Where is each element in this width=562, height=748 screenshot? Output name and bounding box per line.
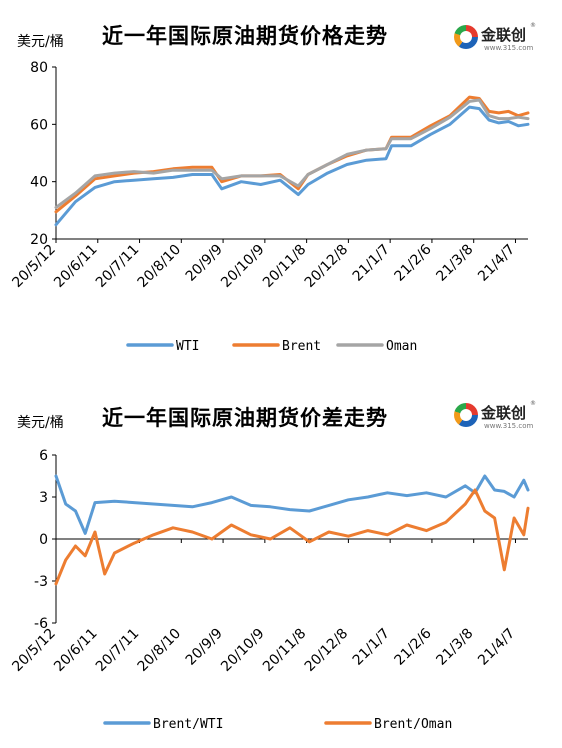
legend-label: Oman bbox=[386, 339, 417, 354]
x-tick-label: 20/6/11 bbox=[51, 242, 100, 291]
price-chart: 2040608020/5/1220/6/1120/7/1120/8/1020/9… bbox=[9, 60, 530, 354]
y-tick-label: -6 bbox=[34, 616, 48, 632]
brand-logo: 金联创 www.315.com ® bbox=[454, 22, 536, 60]
x-tick-label: 21/3/8 bbox=[433, 242, 476, 285]
logo-icon bbox=[454, 403, 478, 427]
series-line-oman bbox=[54, 98, 530, 209]
chart-title: 近一年国际原油期货价差走势 bbox=[102, 406, 388, 430]
y-tick-label: 6 bbox=[39, 448, 48, 464]
logo-subtext: www.315.com bbox=[484, 422, 534, 430]
series-line-brent bbox=[54, 95, 530, 214]
price-chart-panel: 美元/桶 近一年国际原油期货价格走势 金联创 www.315.com ® 20 4… bbox=[9, 22, 536, 354]
logo-text: 金联创 bbox=[481, 404, 527, 422]
y-tick-label: 0 bbox=[39, 532, 48, 548]
legend-label: WTI bbox=[176, 339, 199, 354]
x-tick-label: 20/12/8 bbox=[302, 626, 351, 675]
x-tick-label: 20/6/11 bbox=[51, 626, 100, 675]
y-tick-label: 3 bbox=[39, 490, 48, 506]
series-line-brent-oman bbox=[54, 488, 530, 586]
y-tick-label: 20 bbox=[30, 232, 48, 248]
x-tick-label: 20/11/8 bbox=[260, 242, 309, 291]
y-tick-label: 40 bbox=[30, 175, 48, 191]
brand-logo: 金联创 www.315.com ® bbox=[454, 400, 536, 438]
x-tick-label: 21/2/6 bbox=[392, 241, 435, 284]
x-tick-label: 20/10/9 bbox=[218, 626, 267, 675]
series-line-brent-wti bbox=[54, 474, 530, 535]
legend-label: Brent bbox=[282, 339, 321, 354]
spread-chart-panel: 美元/桶 近一年国际原油期货价差走势 金联创 www.315.com ® -6 -… bbox=[0, 374, 562, 748]
x-tick-label: 21/4/7 bbox=[475, 626, 518, 669]
x-tick-label: 21/1/7 bbox=[350, 626, 393, 669]
y-tick-label: -3 bbox=[34, 574, 48, 590]
x-tick-label: 20/11/8 bbox=[260, 626, 309, 675]
x-tick-label: 21/3/8 bbox=[433, 626, 476, 669]
logo-registered-mark: ® bbox=[530, 22, 536, 29]
x-tick-label: 20/7/11 bbox=[93, 242, 142, 291]
x-tick-label: 21/2/6 bbox=[392, 625, 435, 668]
x-tick-label: 21/1/7 bbox=[350, 242, 393, 285]
logo-registered-mark: ® bbox=[530, 400, 536, 407]
x-tick-label: 20/8/10 bbox=[135, 626, 184, 675]
x-tick-label: 20/5/12 bbox=[9, 626, 58, 675]
logo-subtext: www.315.com bbox=[484, 44, 534, 52]
chart-title: 近一年国际原油期货价格走势 bbox=[102, 24, 388, 48]
x-tick-label: 21/4/7 bbox=[475, 242, 518, 285]
legend-label: Brent/Oman bbox=[374, 717, 452, 732]
x-tick-label: 20/8/10 bbox=[135, 242, 184, 291]
logo-icon bbox=[454, 25, 478, 49]
spread-chart: -6-303620/5/1220/6/1120/7/1120/8/1020/9/… bbox=[9, 448, 530, 732]
x-tick-label: 20/5/12 bbox=[9, 242, 58, 291]
y-tick-label: 80 bbox=[30, 60, 48, 76]
y-tick-label: 60 bbox=[30, 117, 48, 133]
x-tick-label: 20/12/8 bbox=[302, 242, 351, 291]
series-line-wti bbox=[54, 105, 530, 227]
x-tick-label: 20/10/9 bbox=[218, 242, 267, 291]
logo-text: 金联创 bbox=[481, 26, 527, 44]
y-unit-label: 美元/桶 bbox=[17, 34, 64, 50]
x-tick-label: 20/7/11 bbox=[93, 626, 142, 675]
y-unit-label: 美元/桶 bbox=[17, 415, 64, 431]
legend-label: Brent/WTI bbox=[153, 717, 223, 732]
